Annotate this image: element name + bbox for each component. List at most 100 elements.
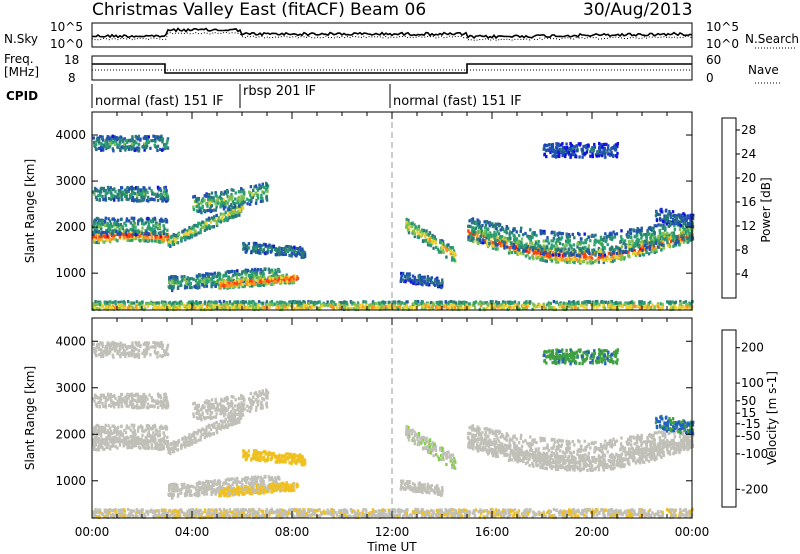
power-cell <box>95 227 98 231</box>
power-cell <box>157 137 160 141</box>
power-cell <box>558 248 561 252</box>
power-cell <box>648 244 652 248</box>
power-cell <box>609 252 613 256</box>
power-cell <box>420 276 423 280</box>
power-cell <box>139 188 142 192</box>
power-cell <box>535 256 538 260</box>
power-cell <box>648 306 651 310</box>
power-cell <box>631 243 634 247</box>
power-cell <box>437 305 440 309</box>
power-cell <box>668 302 671 306</box>
power-cell <box>106 228 110 232</box>
power-cell <box>141 145 145 149</box>
power-cell <box>509 301 512 305</box>
power-cell <box>146 236 149 241</box>
power-cell <box>232 215 236 219</box>
power-cell <box>501 227 505 232</box>
power-cell <box>552 150 555 154</box>
power-cell <box>414 303 417 307</box>
power-cell <box>558 241 562 245</box>
power-cell <box>561 257 564 261</box>
power-cell <box>558 153 561 157</box>
power-cell <box>575 301 578 305</box>
power-cell <box>291 276 294 280</box>
power-cell <box>264 245 267 249</box>
power-cell <box>109 301 112 305</box>
power-cell <box>172 233 175 237</box>
power-cell <box>120 305 123 310</box>
power-cell <box>472 234 475 238</box>
power-cell <box>280 275 283 279</box>
power-cell <box>560 249 563 253</box>
power-cell <box>548 251 551 255</box>
power-cell <box>503 236 507 240</box>
power-cell <box>98 197 102 201</box>
power-cell <box>585 146 588 150</box>
power-cell <box>235 281 239 285</box>
power-cell <box>372 301 375 305</box>
power-cell <box>205 221 208 225</box>
power-cell <box>534 241 538 245</box>
power-cell <box>241 206 245 210</box>
power-cell <box>413 232 416 236</box>
power-cell <box>134 233 137 237</box>
power-cell <box>537 239 540 244</box>
power-cell <box>485 240 488 244</box>
power-cell <box>210 285 213 289</box>
power-cell <box>483 220 486 224</box>
power-cell <box>579 241 582 245</box>
power-cell <box>640 234 644 238</box>
power-cell <box>93 306 97 310</box>
power-cell <box>102 223 105 227</box>
power-cell <box>507 304 511 308</box>
power-cell <box>444 300 447 304</box>
power-cell <box>441 248 445 252</box>
power-cell <box>112 223 116 227</box>
power-cell <box>308 301 311 305</box>
power-cell <box>188 285 192 290</box>
power-cell <box>230 212 233 216</box>
power-cell <box>120 145 123 149</box>
power-cell <box>635 230 639 234</box>
power-cell <box>207 300 211 304</box>
power-cell <box>589 154 592 158</box>
power-cell <box>563 244 566 248</box>
power-cell <box>283 301 286 305</box>
power-cell <box>509 237 512 241</box>
power-cell <box>618 304 621 308</box>
power-cell <box>547 301 550 306</box>
power-cell <box>469 238 472 242</box>
power-cell <box>207 274 210 279</box>
power-cell <box>405 307 409 311</box>
power-cell <box>132 199 136 203</box>
power-cell <box>301 248 304 252</box>
power-cell <box>546 255 549 259</box>
power-cell <box>591 146 594 150</box>
power-cell <box>604 300 608 304</box>
power-cell <box>567 151 570 155</box>
power-cell <box>163 302 167 306</box>
power-cell <box>205 304 209 308</box>
power-cell <box>421 228 424 232</box>
power-cell <box>400 276 403 280</box>
power-cell <box>266 244 269 248</box>
power-cell <box>293 301 296 305</box>
power-cell <box>220 212 223 216</box>
power-cell <box>564 259 567 263</box>
power-cell <box>592 149 595 153</box>
power-cell <box>507 306 510 310</box>
power-cell <box>126 140 129 144</box>
power-cell <box>555 244 559 248</box>
power-cell <box>210 191 214 195</box>
power-cell <box>141 188 144 192</box>
power-cell <box>217 283 220 287</box>
power-cell <box>146 304 150 308</box>
power-cell <box>299 252 302 256</box>
power-cell <box>261 190 264 194</box>
power-cell <box>156 198 160 203</box>
power-cell <box>468 219 471 223</box>
power-cell <box>140 235 144 239</box>
power-cell <box>186 302 189 306</box>
power-cell <box>254 184 258 188</box>
